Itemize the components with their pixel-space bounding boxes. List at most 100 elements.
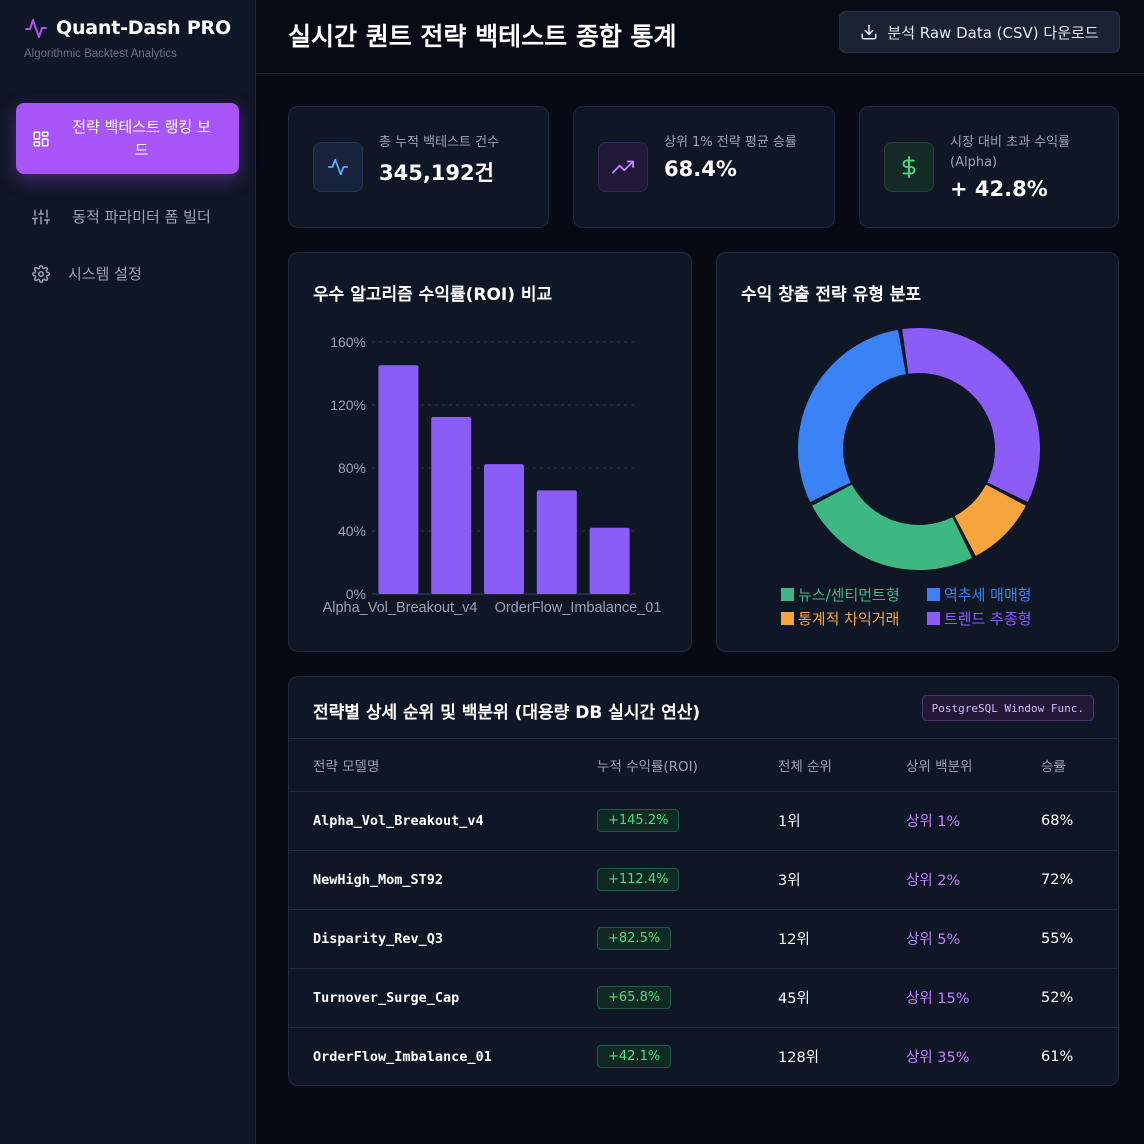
sidebar-item-label: 시스템 설정 [68, 264, 142, 283]
column-header-model[interactable]: 전략 모델명 [289, 739, 597, 792]
model-name: Alpha_Vol_Breakout_v4 [313, 812, 484, 829]
legend-swatch [781, 588, 794, 601]
winrate-cell: 55% [1041, 909, 1118, 969]
rank-cell: 1위 [778, 791, 906, 851]
stat-label: 총 누적 백테스트 건수 [379, 135, 500, 150]
download-icon [861, 24, 877, 40]
rank-cell: 45위 [778, 968, 906, 1028]
grid-icon [33, 131, 49, 146]
roi-bar-chart: 0% 40% 80% 120% 160% Alpha_Vol_Breakout_v4 Or… [323, 334, 662, 616]
roi-badge: +42.1% [597, 1045, 672, 1069]
winrate-cell: 52% [1041, 968, 1118, 1028]
table-header-bar: 전략별 상세 순위 및 백분위 (대용량 DB 실시간 연산) PostgreS… [289, 677, 1118, 739]
legend-swatch [927, 588, 940, 601]
legend-label: 역추세 매매형 [944, 586, 1032, 604]
table-row[interactable]: NewHigh_Mom_ST92 +112.4% 3위 상위 2% 72% [289, 850, 1118, 910]
brand: Quant-Dash PRO Algorithmic Backtest Anal… [24, 16, 231, 60]
column-header-winrate[interactable]: 승률 [1041, 739, 1118, 792]
sidebar-item-ranking-board[interactable]: 전략 백테스트 랭킹 보드 [16, 103, 239, 174]
download-csv-label: 분석 Raw Data (CSV) 다운로드 [887, 23, 1099, 42]
roi-badge: +112.4% [597, 868, 680, 891]
donut-slice[interactable] [902, 328, 1040, 503]
table-row[interactable]: Turnover_Surge_Cap +65.8% 45위 상위 15% 52% [289, 968, 1118, 1028]
roi-bar[interactable] [589, 527, 630, 594]
donut-slice[interactable] [954, 484, 1026, 556]
sliders-icon [32, 209, 50, 225]
roi-bar-chart-card: 우수 알고리즘 수익률(ROI) 비교 0% 40% 80% 120% 160% Alp… [288, 252, 692, 652]
column-header-rank[interactable]: 전체 순위 [778, 739, 906, 792]
strategy-ranking-table: 전략 모델명 누적 수익률(ROI) 전체 순위 상위 백분위 승률 Alpha… [289, 739, 1118, 1086]
roi-badge: +65.8% [597, 986, 672, 1009]
roi-badge: +145.2% [597, 809, 680, 832]
dollar-icon [902, 156, 916, 178]
activity-icon [25, 19, 47, 38]
roi-badge: +82.5% [597, 927, 672, 950]
stat-label: 상위 1% 전략 평균 승률 [664, 135, 797, 150]
sidebar-nav: 전략 백테스트 랭킹 보드 동적 파라미터 폼 빌더 시스템 설정 [16, 103, 239, 297]
table-row[interactable]: Alpha_Vol_Breakout_v4 +145.2% 1위 상위 1% 6… [289, 791, 1118, 851]
stat-label: 시장 대비 초과 수익률 (Alpha) [950, 135, 1071, 170]
table-row[interactable]: OrderFlow_Imbalance_01 +42.1% 128위 상위 35… [289, 1027, 1118, 1086]
x-tick-label: OrderFlow_Imbalance_01 [495, 600, 662, 616]
winrate-cell: 68% [1041, 791, 1118, 851]
stat-icon-box [598, 142, 648, 192]
stat-card-top-winrate: 상위 1% 전략 평균 승률 68.4% [573, 106, 835, 228]
rank-cell: 3위 [778, 850, 906, 910]
stat-value: 68.4% [664, 157, 737, 181]
trending-up-icon [612, 160, 634, 174]
y-tick-label: 0% [346, 586, 366, 602]
percentile-cell: 상위 2% [906, 850, 1041, 910]
sidebar-item-label: 동적 파라미터 폼 빌더 [72, 207, 211, 226]
donut-slice[interactable] [812, 484, 973, 570]
strategy-ranking-table-card: 전략별 상세 순위 및 백분위 (대용량 DB 실시간 연산) PostgreS… [288, 676, 1119, 1086]
sidebar-item-form-builder[interactable]: 동적 파라미터 폼 빌더 [16, 185, 239, 249]
legend-swatch [781, 612, 794, 625]
activity-icon [327, 158, 349, 176]
stat-icon-box [313, 142, 363, 192]
download-csv-button[interactable]: 분석 Raw Data (CSV) 다운로드 [839, 11, 1120, 53]
y-tick-label: 160% [330, 334, 366, 350]
brand-title: Quant-Dash PRO [56, 17, 231, 39]
legend-label: 통계적 차익거래 [798, 610, 899, 628]
sidebar-item-label: 전략 백테스트 랭킹 보드 [72, 117, 211, 159]
table-row[interactable]: Disparity_Rev_Q3 +82.5% 12위 상위 5% 55% [289, 909, 1118, 969]
winrate-cell: 72% [1041, 850, 1118, 910]
brand-subtitle: Algorithmic Backtest Analytics [24, 48, 177, 60]
y-tick-label: 40% [338, 523, 366, 539]
model-name: OrderFlow_Imbalance_01 [313, 1048, 492, 1065]
legend-swatch [927, 612, 940, 625]
column-header-roi[interactable]: 누적 수익률(ROI) [597, 739, 778, 792]
page-title: 실시간 퀀트 전략 백테스트 종합 통계 [288, 22, 677, 51]
stat-value: 345,192건 [379, 161, 494, 185]
column-header-percentile[interactable]: 상위 백분위 [906, 739, 1041, 792]
bar-chart-title: 우수 알고리즘 수익률(ROI) 비교 [313, 285, 553, 305]
percentile-cell: 상위 5% [906, 909, 1041, 969]
top-header: 실시간 퀀트 전략 백테스트 종합 통계 분석 Raw Data (CSV) 다… [256, 0, 1144, 74]
model-name: NewHigh_Mom_ST92 [313, 871, 444, 888]
stat-card-alpha: 시장 대비 초과 수익률 (Alpha) + 42.8% [859, 106, 1119, 228]
y-tick-label: 80% [338, 460, 366, 476]
table-title: 전략별 상세 순위 및 백분위 (대용량 DB 실시간 연산) [313, 703, 701, 723]
model-name: Disparity_Rev_Q3 [313, 930, 444, 947]
rank-cell: 12위 [778, 909, 906, 969]
donut-chart-title: 수익 창출 전략 유형 분포 [741, 285, 922, 305]
roi-bar[interactable] [536, 490, 577, 594]
roi-bar[interactable] [431, 416, 472, 594]
percentile-cell: 상위 1% [906, 791, 1041, 851]
gear-icon [32, 265, 50, 283]
percentile-cell: 상위 35% [906, 1050, 970, 1067]
roi-bar[interactable] [378, 365, 419, 594]
donut-slice[interactable] [798, 329, 906, 503]
stat-value: + 42.8% [950, 177, 1048, 201]
roi-bar[interactable] [484, 464, 524, 594]
sidebar-item-settings[interactable]: 시스템 설정 [16, 251, 239, 297]
y-tick-label: 120% [330, 397, 366, 413]
x-tick-label: Alpha_Vol_Breakout_v4 [323, 600, 478, 616]
rank-cell: 128위 [778, 1050, 820, 1067]
model-name: Turnover_Surge_Cap [313, 989, 460, 1006]
legend-label: 트렌드 추종형 [944, 610, 1032, 628]
legend-label: 뉴스/센티먼트형 [798, 586, 900, 604]
stat-icon-box [884, 142, 934, 192]
